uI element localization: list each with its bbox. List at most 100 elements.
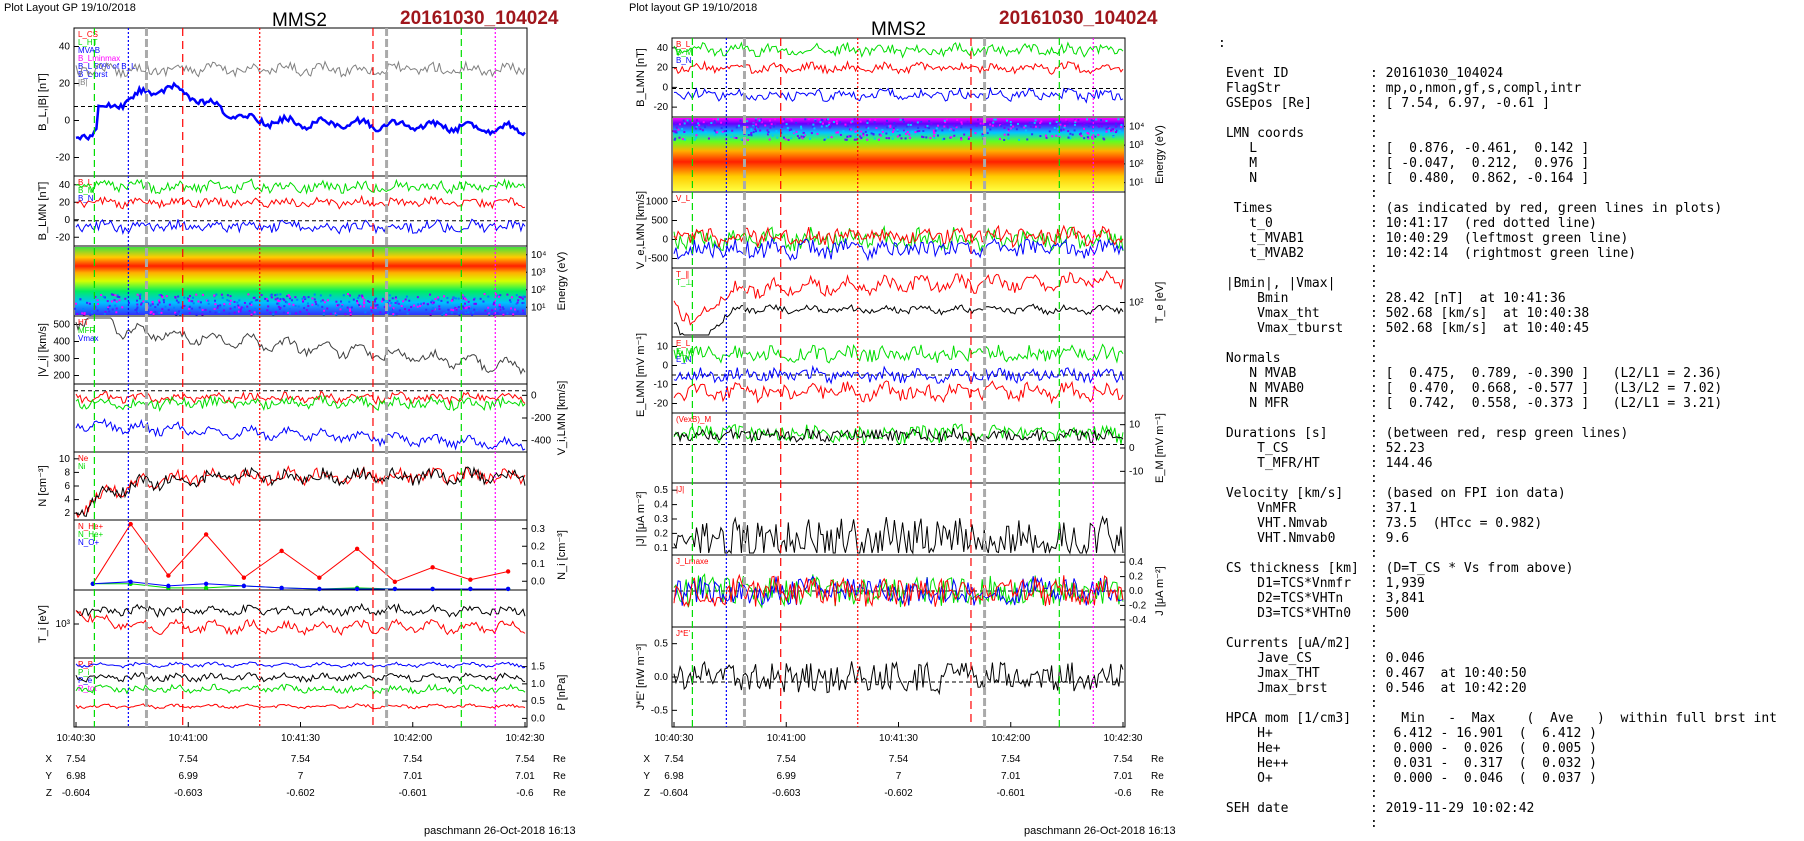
spectrogram-pixel: [250, 301, 253, 304]
spectrogram-pixel: [916, 130, 919, 133]
spectrogram-pixel: [810, 132, 813, 135]
spectrogram-pixel: [926, 125, 929, 128]
spectrogram-pixel: [1006, 123, 1009, 126]
spectrogram-pixel: [803, 133, 806, 136]
info-value: :: [1370, 816, 1378, 831]
info-row: Vmax_tburst: 502.68 [km/s] at 10:40:45: [1218, 321, 1798, 336]
spectrogram-pixel: [828, 121, 831, 124]
spectrogram-pixel: [766, 129, 769, 132]
spectrogram-pixel: [1105, 127, 1108, 130]
spectrogram-pixel: [790, 119, 793, 122]
spectrogram-pixel: [693, 138, 696, 141]
xtick-label: 10:41:30: [281, 733, 320, 744]
spectrogram-pixel: [515, 294, 518, 297]
spectrogram-pixel: [217, 304, 220, 307]
spectrogram-pixel: [1115, 129, 1118, 132]
spectrogram-pixel: [429, 313, 432, 316]
spectrogram-pixel: [501, 306, 504, 309]
spectrogram-pixel: [768, 132, 771, 135]
spectrogram-pixel: [272, 308, 275, 311]
spectrogram-pixel: [304, 296, 307, 299]
ytick-label: 0.5: [531, 696, 545, 707]
info-key: [1218, 696, 1370, 711]
info-key: Vmax_tburst: [1218, 321, 1344, 336]
series-trace: [673, 575, 1124, 606]
info-row: H+: 6.412 - 16.901 ( 6.412 ): [1218, 726, 1798, 741]
pos-label-Z: Z: [644, 788, 650, 799]
info-row: |Bmin|, |Vmax|:: [1218, 276, 1798, 291]
spectrogram-pixel: [136, 303, 139, 306]
info-value: : 9.6: [1370, 531, 1410, 546]
spectrogram-pixel: [988, 120, 991, 123]
spectrogram-pixel: [265, 298, 268, 301]
info-row: :: [1218, 816, 1798, 831]
info-value: :: [1370, 636, 1378, 651]
info-row: FlagStr: mp,o,nmon,gf,s,compl,intr: [1218, 81, 1798, 96]
spectrogram-pixel: [713, 123, 716, 126]
ytick-label: -20: [654, 102, 669, 113]
series-trace: [75, 394, 526, 412]
info-value: :: [1370, 411, 1378, 426]
spectrogram-pixel: [228, 299, 231, 302]
info-row: Vmax_tht: 502.68 [km/s] at 10:40:38: [1218, 306, 1798, 321]
ylabel-EM: E_M [mV m⁻¹]: [1154, 413, 1166, 483]
spectrogram-pixel: [1059, 123, 1062, 126]
spectrogram-pixel: [994, 118, 997, 121]
spectrogram-pixel: [804, 118, 807, 121]
spectrogram-pixel: [404, 308, 407, 311]
legend-Te: T_⊥: [676, 278, 692, 287]
spectrogram-pixel: [1077, 118, 1080, 121]
spectrogram-pixel: [1007, 133, 1010, 136]
spectrogram-pixel: [750, 128, 753, 131]
spectrogram-pixel: [780, 125, 783, 128]
spectrogram-pixel: [1107, 126, 1110, 129]
spectrogram-pixel: [516, 310, 519, 313]
spectrogram-pixel: [450, 299, 453, 302]
info-key: [1218, 621, 1370, 636]
spectrogram-pixel: [737, 124, 740, 127]
ytick-label: 0.2: [531, 541, 545, 552]
spectrogram-pixel: [702, 121, 705, 124]
spectrogram-pixel: [1006, 119, 1009, 122]
info-key: Currents [uA/m2]: [1218, 636, 1352, 651]
series-trace: [674, 86, 1124, 104]
spectrogram-pixel: [924, 126, 927, 129]
series-trace: [75, 465, 526, 519]
spectrogram-pixel: [321, 305, 324, 308]
spectrogram-pixel: [350, 310, 353, 313]
spectrogram-pixel: [1100, 119, 1103, 122]
spectrogram-pixel: [520, 296, 523, 299]
spectrogram-pixel: [995, 125, 998, 128]
spectrogram-pixel: [857, 126, 860, 129]
spectrogram-pixel: [483, 293, 486, 296]
legend-BL: B_Lminmax: [78, 54, 120, 63]
spectrogram-pixel: [404, 298, 407, 301]
spectrogram-pixel: [445, 313, 448, 316]
spectrogram-pixel: [438, 308, 441, 311]
info-key: VHT.Nmvab: [1218, 516, 1328, 531]
pos-label-X: X: [643, 754, 650, 765]
spectrogram-pixel: [735, 126, 738, 129]
spectrogram-pixel: [322, 313, 325, 316]
spectrogram-pixel: [381, 300, 384, 303]
xtick-label: 10:42:30: [1104, 733, 1143, 744]
spectrogram-pixel: [678, 136, 681, 139]
xtick-label: 10:41:00: [169, 733, 208, 744]
spectrogram-pixel: [1117, 118, 1120, 121]
spectrogram-pixel: [408, 299, 411, 302]
hpca-point-O+: [505, 586, 511, 592]
spectrogram-pixel: [1085, 123, 1088, 126]
spectrogram-pixel: [682, 119, 685, 122]
spectrogram-pixel: [294, 312, 297, 315]
ytick-label: -20: [56, 232, 71, 243]
spectrogram-pixel: [335, 300, 338, 303]
info-row: O+: 0.000 - 0.046 ( 0.037 ): [1218, 771, 1798, 786]
spectrogram-pixel: [686, 119, 689, 122]
spectrogram-pixel: [175, 313, 178, 316]
ytick-label: 0.5: [654, 485, 668, 496]
info-key: Jmax_THT: [1218, 666, 1320, 681]
info-value: : Min - Max ( Ave ) within full brst int: [1370, 711, 1777, 726]
spectrogram-pixel: [1073, 129, 1076, 132]
spectrogram-pixel: [96, 309, 99, 312]
spectrogram-pixel: [943, 137, 946, 140]
